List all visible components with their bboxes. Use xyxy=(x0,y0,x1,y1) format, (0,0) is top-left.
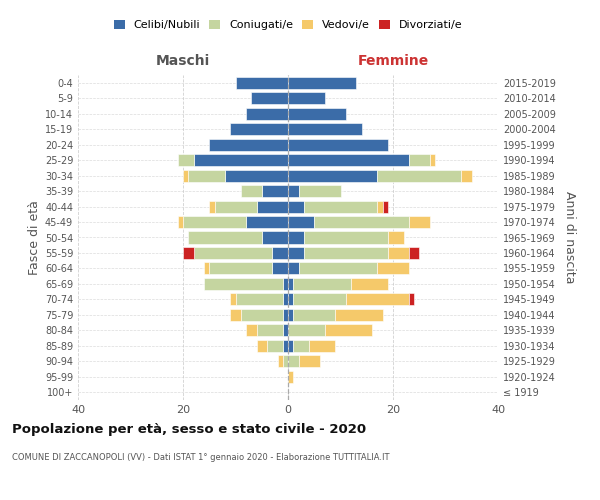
Bar xyxy=(251,92,288,104)
Bar xyxy=(257,324,283,336)
Bar xyxy=(335,309,383,321)
Bar xyxy=(272,247,288,259)
Bar xyxy=(277,356,283,368)
Bar xyxy=(246,324,257,336)
Bar xyxy=(241,185,262,197)
Bar xyxy=(235,294,283,306)
Bar xyxy=(299,262,377,274)
Text: Popolazione per età, sesso e stato civile - 2020: Popolazione per età, sesso e stato civil… xyxy=(12,422,366,436)
Bar xyxy=(409,216,430,228)
Bar xyxy=(257,200,288,212)
Text: COMUNE DI ZACCANOPOLI (VV) - Dati ISTAT 1° gennaio 2020 - Elaborazione TUTTITALI: COMUNE DI ZACCANOPOLI (VV) - Dati ISTAT … xyxy=(12,452,389,462)
Bar xyxy=(461,170,472,181)
Bar xyxy=(267,340,283,352)
Bar xyxy=(235,76,288,89)
Bar xyxy=(293,294,346,306)
Bar xyxy=(288,92,325,104)
Bar xyxy=(230,123,288,135)
Bar xyxy=(209,138,288,150)
Bar xyxy=(283,309,288,321)
Bar xyxy=(225,170,288,181)
Bar xyxy=(257,340,267,352)
Text: Femmine: Femmine xyxy=(358,54,428,68)
Bar xyxy=(304,247,388,259)
Bar xyxy=(283,294,288,306)
Bar xyxy=(377,170,461,181)
Bar xyxy=(351,278,388,290)
Bar xyxy=(230,294,235,306)
Bar xyxy=(204,262,209,274)
Bar xyxy=(309,340,335,352)
Bar xyxy=(293,309,335,321)
Bar xyxy=(283,356,288,368)
Bar xyxy=(377,200,383,212)
Bar xyxy=(383,200,388,212)
Bar xyxy=(288,262,299,274)
Bar xyxy=(325,324,372,336)
Bar xyxy=(288,340,293,352)
Bar xyxy=(288,216,314,228)
Bar xyxy=(409,247,419,259)
Bar xyxy=(288,294,293,306)
Bar xyxy=(178,216,183,228)
Bar xyxy=(288,170,377,181)
Y-axis label: Anni di nascita: Anni di nascita xyxy=(563,191,575,284)
Bar xyxy=(314,216,409,228)
Bar xyxy=(246,216,288,228)
Bar xyxy=(288,247,304,259)
Bar xyxy=(246,108,288,120)
Bar xyxy=(430,154,435,166)
Bar xyxy=(288,356,299,368)
Bar xyxy=(288,371,293,383)
Bar xyxy=(193,154,288,166)
Bar xyxy=(272,262,288,274)
Bar xyxy=(377,262,409,274)
Bar xyxy=(209,200,215,212)
Text: Maschi: Maschi xyxy=(156,54,210,68)
Bar xyxy=(283,324,288,336)
Bar xyxy=(293,340,309,352)
Bar xyxy=(288,123,361,135)
Bar xyxy=(183,216,246,228)
Bar xyxy=(183,247,193,259)
Bar xyxy=(288,138,388,150)
Bar xyxy=(288,324,325,336)
Bar xyxy=(193,247,272,259)
Bar xyxy=(288,200,304,212)
Bar xyxy=(283,278,288,290)
Bar xyxy=(346,294,409,306)
Bar xyxy=(409,294,414,306)
Bar xyxy=(283,340,288,352)
Bar xyxy=(388,232,404,243)
Bar xyxy=(288,154,409,166)
Bar xyxy=(188,170,225,181)
Bar xyxy=(388,247,409,259)
Bar xyxy=(304,200,377,212)
Bar xyxy=(288,232,304,243)
Bar xyxy=(241,309,283,321)
Bar xyxy=(262,232,288,243)
Bar xyxy=(288,278,293,290)
Bar xyxy=(299,356,320,368)
Bar xyxy=(188,232,262,243)
Bar xyxy=(209,262,272,274)
Bar xyxy=(304,232,388,243)
Bar xyxy=(409,154,430,166)
Legend: Celibi/Nubili, Coniugati/e, Vedovi/e, Divorziati/e: Celibi/Nubili, Coniugati/e, Vedovi/e, Di… xyxy=(109,16,467,35)
Bar xyxy=(215,200,257,212)
Bar xyxy=(178,154,193,166)
Bar xyxy=(288,76,356,89)
Bar xyxy=(183,170,188,181)
Bar xyxy=(288,185,299,197)
Bar xyxy=(288,309,293,321)
Y-axis label: Fasce di età: Fasce di età xyxy=(28,200,41,275)
Bar xyxy=(230,309,241,321)
Bar xyxy=(293,278,351,290)
Bar xyxy=(204,278,283,290)
Bar xyxy=(288,108,346,120)
Bar xyxy=(262,185,288,197)
Bar xyxy=(299,185,341,197)
